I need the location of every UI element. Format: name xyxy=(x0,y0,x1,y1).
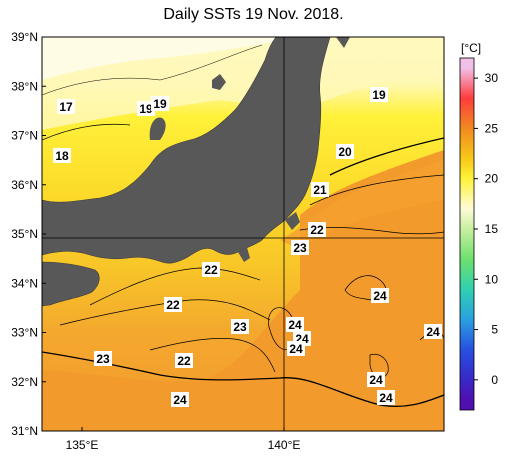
latitude-label: 35°N xyxy=(11,227,38,241)
svg-text:22: 22 xyxy=(204,263,218,277)
latitude-label: 31°N xyxy=(11,424,38,438)
svg-text:19: 19 xyxy=(139,102,153,116)
isotherm-label: 24 xyxy=(377,390,395,405)
isotherm-label: 24 xyxy=(424,324,442,339)
land-sado-island xyxy=(212,74,226,90)
isotherm-label: 24 xyxy=(367,372,385,387)
svg-text:24: 24 xyxy=(373,289,387,303)
latitude-label: 33°N xyxy=(11,326,38,340)
isotherm-label: 18 xyxy=(53,148,71,163)
coldest-water-region xyxy=(42,37,300,80)
colorbar-tick-label: 0 xyxy=(491,373,498,387)
isotherm-label: 17 xyxy=(57,99,75,114)
latitude-axis: 39°N 38°N 37°N 36°N 35°N 34°N 33°N 32°N 31°N xyxy=(11,30,46,438)
isotherm-label: 19 xyxy=(137,101,155,116)
colorbar-tick-label: 15 xyxy=(485,222,499,236)
isotherm-label: 22 xyxy=(175,353,193,368)
land-izu xyxy=(238,244,250,262)
svg-text:17: 17 xyxy=(59,100,73,114)
isotherm-label: 19 xyxy=(370,87,388,102)
svg-text:24: 24 xyxy=(369,373,383,387)
isotherm-label: 23 xyxy=(231,319,249,334)
colorbar-unit: [°C] xyxy=(461,41,481,55)
land-noto-peninsula xyxy=(149,117,166,140)
isotherm-label: 24 xyxy=(371,288,389,303)
svg-text:23: 23 xyxy=(96,352,110,366)
svg-text:21: 21 xyxy=(313,183,327,197)
isotherm-label: 22 xyxy=(164,297,182,312)
isotherm-label: 23 xyxy=(94,351,112,366)
svg-text:24: 24 xyxy=(426,325,440,339)
svg-text:19: 19 xyxy=(153,97,167,111)
land-hokkaido-tip xyxy=(336,37,350,48)
svg-text:24: 24 xyxy=(288,318,302,332)
svg-text:23: 23 xyxy=(293,241,307,255)
svg-text:24: 24 xyxy=(289,342,303,356)
svg-text:22: 22 xyxy=(166,298,180,312)
svg-text:18: 18 xyxy=(55,149,69,163)
colorbar-tick-label: 30 xyxy=(485,71,499,85)
isotherm-label: 20 xyxy=(336,144,354,159)
map-title: Daily SSTs 19 Nov. 2018. xyxy=(163,6,344,23)
svg-text:19: 19 xyxy=(372,88,386,102)
isotherm-label: 22 xyxy=(308,222,326,237)
colorbar-tick-label: 20 xyxy=(485,172,499,186)
latitude-label: 37°N xyxy=(11,129,38,143)
colorbar-tick-label: 5 xyxy=(491,323,498,337)
latitude-label: 38°N xyxy=(11,79,38,93)
longitude-axis: 135°E 140°E xyxy=(66,427,301,452)
isotherm-label: 24 xyxy=(286,317,304,332)
isotherm-label: 23 xyxy=(291,240,309,255)
svg-text:22: 22 xyxy=(177,354,191,368)
isotherm-label: 19 xyxy=(151,96,169,111)
svg-text:20: 20 xyxy=(338,145,352,159)
isotherm-label: 24 xyxy=(287,341,305,356)
latitude-label: 36°N xyxy=(11,178,38,192)
land-honshu xyxy=(42,37,331,264)
longitude-label: 135°E xyxy=(66,438,99,452)
latitude-label: 32°N xyxy=(11,375,38,389)
latitude-label: 39°N xyxy=(11,30,38,44)
isotherm-label: 24 xyxy=(171,392,189,407)
isotherm-label: 22 xyxy=(202,262,220,277)
svg-text:24: 24 xyxy=(379,391,393,405)
svg-text:23: 23 xyxy=(233,320,247,334)
longitude-label: 140°E xyxy=(268,438,301,452)
colorbar: [°C] 30 25 20 15 10 5 0 xyxy=(459,41,499,411)
land-boso xyxy=(285,212,300,230)
svg-text:24: 24 xyxy=(173,393,187,407)
colorbar-tick-label: 10 xyxy=(485,272,499,286)
latitude-label: 34°N xyxy=(11,276,38,290)
colorbar-tick-label: 25 xyxy=(485,121,499,135)
isotherm-label: 21 xyxy=(311,182,329,197)
land-shikoku xyxy=(42,261,100,307)
colorbar-scale xyxy=(459,57,475,411)
svg-text:22: 22 xyxy=(310,223,324,237)
